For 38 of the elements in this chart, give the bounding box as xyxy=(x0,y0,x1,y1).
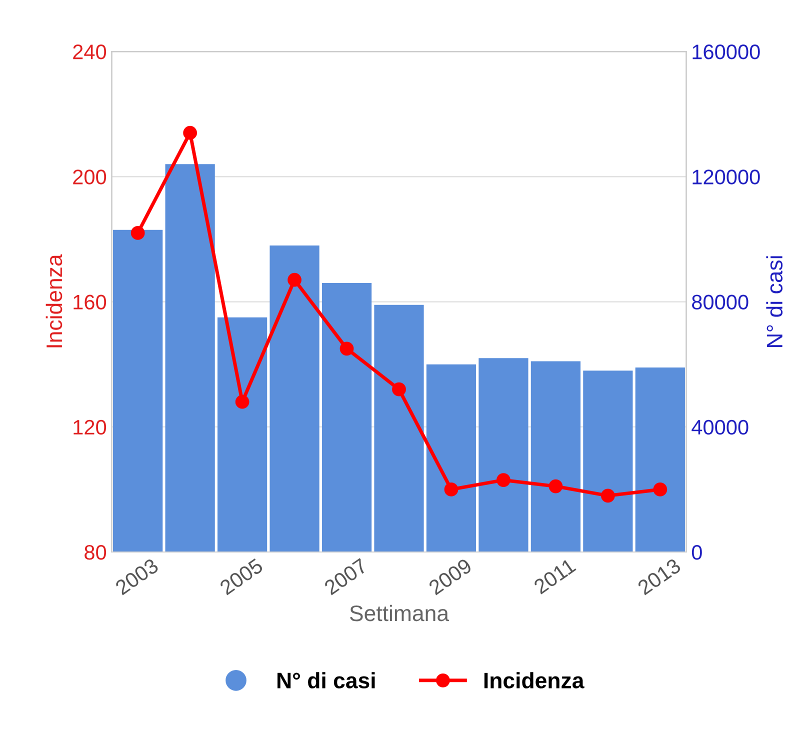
point xyxy=(653,482,668,496)
point xyxy=(130,226,145,240)
bar xyxy=(374,304,424,552)
y2-tick-label: 160000 xyxy=(692,44,760,60)
y2-tick-label: 80000 xyxy=(692,294,748,310)
bar xyxy=(217,317,268,552)
bar xyxy=(113,230,163,552)
y-axis-title: Incidenza xyxy=(46,254,62,348)
point xyxy=(288,272,302,287)
bar xyxy=(165,164,215,552)
bar xyxy=(426,364,476,552)
bar xyxy=(270,245,320,552)
point xyxy=(548,479,563,494)
point xyxy=(600,488,615,503)
y-tick-label: 240 xyxy=(73,44,106,60)
y2-tick-label: 0 xyxy=(692,545,702,560)
legend-label: Incidenza xyxy=(484,672,584,688)
bar xyxy=(322,282,372,552)
point xyxy=(496,473,510,487)
point xyxy=(340,342,354,356)
legend-label: N° di casi xyxy=(278,672,375,688)
y-tick-label: 80 xyxy=(84,545,106,560)
point xyxy=(444,482,458,496)
y-tick-label: 200 xyxy=(73,170,106,184)
bar xyxy=(635,367,685,552)
y2-tick-label: 120000 xyxy=(692,170,760,184)
y-tick-label: 120 xyxy=(74,420,106,435)
point xyxy=(392,382,406,396)
point xyxy=(235,394,250,409)
point xyxy=(183,126,198,140)
x-axis-title: Settimana xyxy=(350,604,450,622)
bar xyxy=(478,358,528,552)
x-tick-label: 2011 xyxy=(532,558,576,594)
y-tick-label: 160 xyxy=(74,294,106,310)
y2-tick-label: 40000 xyxy=(692,420,748,435)
bar xyxy=(583,370,633,552)
y2-axis-title: N° di casi xyxy=(766,256,783,347)
bar xyxy=(530,361,581,552)
